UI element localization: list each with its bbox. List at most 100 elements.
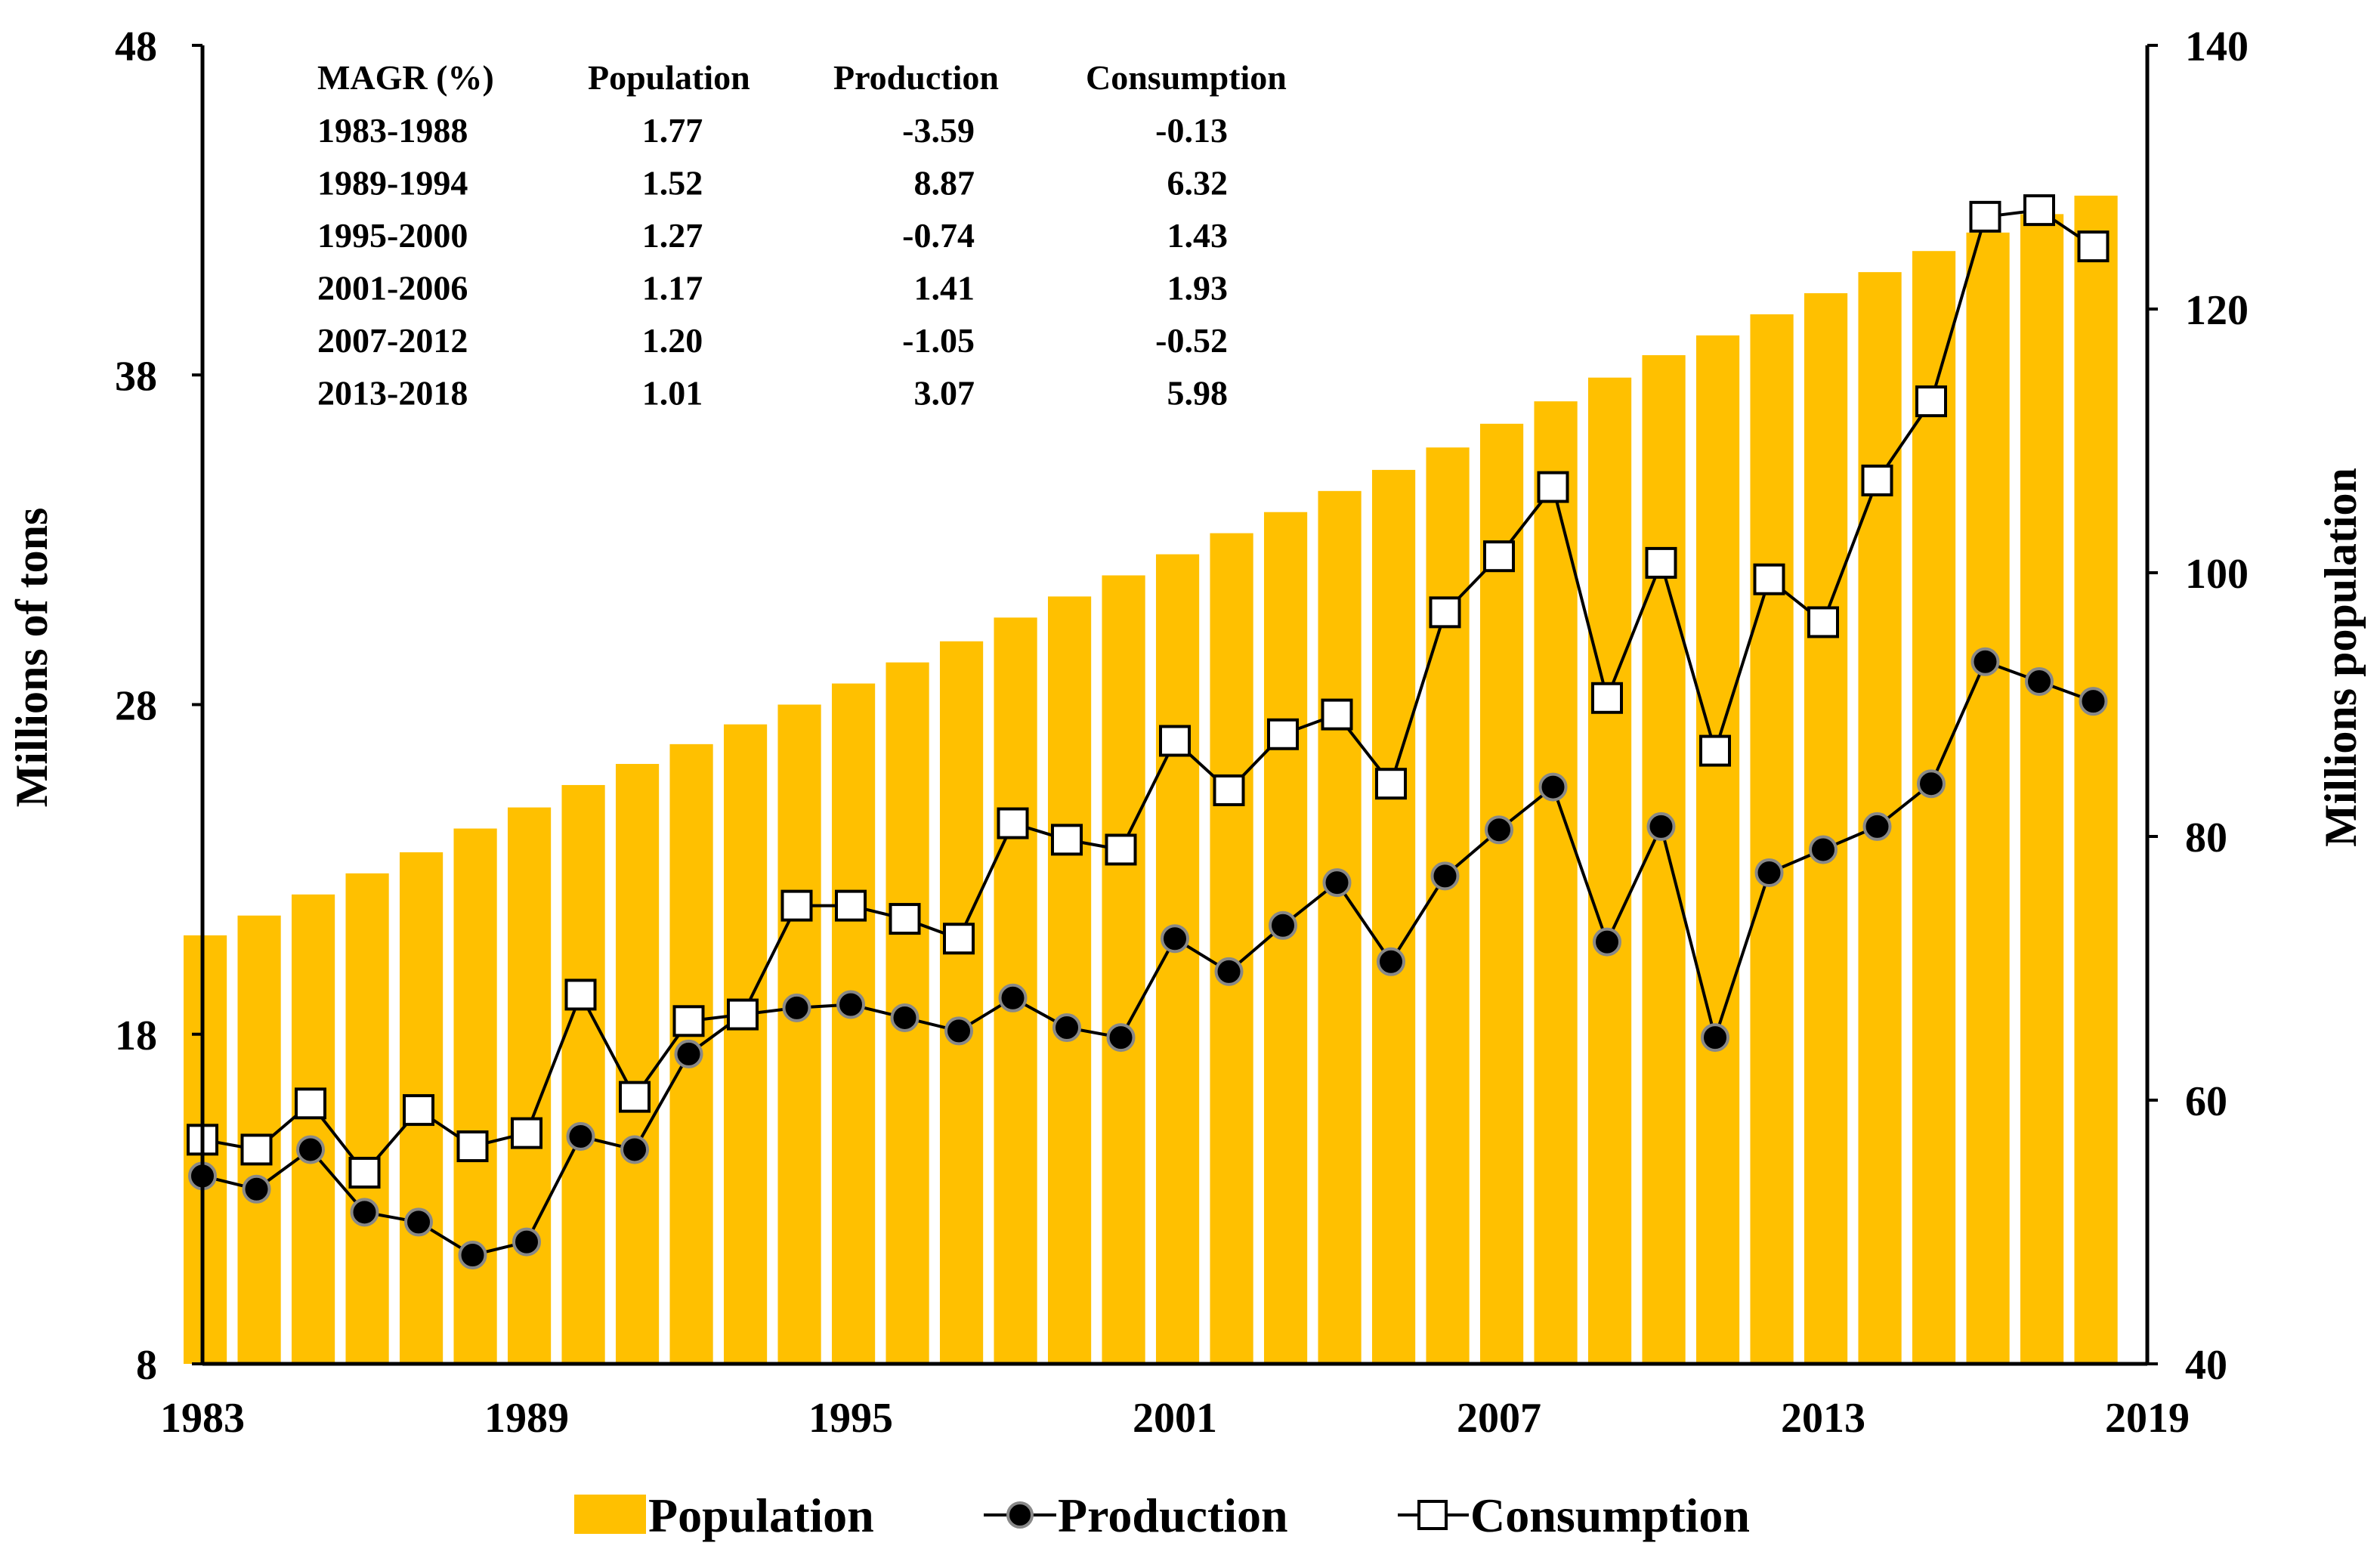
x-tick-label-1983: 1983 [160,1395,245,1442]
production-point-2014 [1862,812,1892,841]
production-point-2003 [1269,910,1297,940]
production-point-1986 [350,1198,379,1227]
consumption-point-2018 [2077,230,2110,263]
consumption-point-2003 [1267,718,1299,750]
production-point-2018 [2079,687,2108,716]
population-bar-2012 [1750,314,1794,1365]
table-cell-r5-c2: 3.07 [914,374,975,413]
production-point-1989 [512,1227,541,1257]
x-tick-label-2019: 2019 [2105,1395,2190,1442]
consumption-point-2007 [1483,540,1515,573]
table-cell-r0-c3: -0.13 [1155,111,1228,150]
production-point-1996 [890,1003,920,1032]
population-bar-2017 [2020,214,2064,1364]
production-point-1988 [458,1241,487,1270]
legend-label-population: Population [648,1489,874,1542]
production-point-1991 [620,1135,649,1164]
population-bar-2002 [1210,533,1253,1364]
production-point-2006 [1430,861,1460,891]
legend-marker-consumption [1417,1500,1448,1530]
y-left-tick-label-28: 28 [115,683,157,730]
population-bar-2008 [1534,401,1578,1364]
magr-table: MAGR (%) Population Production Consumption 1… [317,58,1287,413]
table-cell-r3-c1: 1.17 [642,269,703,308]
legend-marker-production [1006,1501,1034,1529]
consumption-point-2006 [1429,596,1461,629]
production-point-1992 [674,1039,703,1068]
legend-label-production: Production [1058,1489,1288,1542]
consumption-point-1992 [672,1005,705,1037]
production-point-2001 [1161,924,1189,954]
production-point-2016 [1970,647,2000,676]
production-point-1984 [242,1174,271,1204]
x-tick-label-1995: 1995 [808,1395,893,1442]
consumption-point-2008 [1537,471,1569,503]
y-axis-right-title: Millions population [2316,468,2366,847]
table-header-2: Production [833,58,999,97]
axes: 8 18 28 38 48 40 60 80 100 120 140 1983 1989 1995 2001… [115,23,2249,1442]
table-cell-r2-c3: 1.43 [1167,216,1229,255]
consumption-point-1988 [456,1130,489,1163]
table-cell-r4-c0: 2007-2012 [317,321,468,360]
population-bar-2010 [1642,355,1686,1365]
production-point-2012 [1754,858,1784,887]
production-point-1994 [782,993,811,1022]
consumption-point-1996 [889,903,921,935]
table-cell-r2-c1: 1.27 [642,216,703,255]
production-point-2007 [1485,815,1513,845]
production-point-2013 [1809,835,1838,864]
population-bars [183,195,2118,1365]
consumption-point-1986 [348,1156,381,1189]
legend: Population Production Consumption [574,1489,1750,1542]
table-cell-r1-c2: 8.87 [914,164,975,203]
table-cell-r3-c2: 1.41 [914,269,975,308]
production-point-1999 [1052,1013,1081,1043]
population-bar-1986 [345,873,389,1364]
population-bar-2015 [1912,251,1956,1365]
population-bar-2004 [1318,490,1362,1364]
x-tick-label-2013: 2013 [1781,1395,1865,1442]
table-cell-r1-c1: 1.52 [642,164,703,203]
production-point-1995 [836,990,865,1019]
table-cell-r0-c1: 1.77 [642,111,703,150]
y-left-tick-label-8: 8 [136,1342,157,1389]
production-point-2008 [1538,772,1568,802]
population-bar-1999 [1047,596,1092,1364]
consumption-point-1995 [835,889,867,922]
consumption-point-1985 [295,1087,326,1120]
production-point-1990 [566,1121,595,1151]
population-bar-2005 [1371,469,1416,1364]
legend-label-consumption: Consumption [1470,1489,1750,1542]
population-bar-1991 [615,764,660,1364]
consumption-point-2013 [1807,606,1839,638]
consumption-point-2001 [1159,725,1191,757]
table-cell-r1-c0: 1989-1994 [317,164,468,203]
y-right-tick-label-40: 40 [2185,1342,2227,1389]
line-series [187,194,2110,1270]
consumption-point-1993 [727,998,759,1031]
table-cell-r0-c2: -3.59 [902,111,975,150]
production-point-2009 [1593,927,1621,957]
table-header-1: Population [588,58,750,97]
population-bar-1988 [453,828,497,1364]
y-right-tick-label-80: 80 [2185,815,2227,861]
table-cell-r0-c0: 1983-1988 [317,111,468,150]
table-header-0: MAGR (%) [317,58,494,97]
population-bar-2006 [1426,447,1470,1364]
table-cell-r1-c3: 6.32 [1167,164,1229,203]
production-point-2000 [1106,1023,1136,1053]
y-right-tick-label-100: 100 [2185,551,2249,598]
legend-swatch-population [574,1495,646,1534]
table-cell-r5-c0: 2013-2018 [317,374,468,413]
consumption-point-1990 [564,979,597,1011]
production-point-1987 [404,1207,433,1237]
population-bar-2009 [1587,377,1632,1364]
population-bar-2000 [1102,575,1145,1364]
y-right-tick-label-120: 120 [2185,287,2249,334]
x-tick-label-2001: 2001 [1133,1395,1217,1442]
consumption-point-2009 [1591,682,1623,714]
population-bar-1993 [723,724,768,1364]
table-header-3: Consumption [1086,58,1287,97]
production-point-2015 [1917,769,1946,799]
